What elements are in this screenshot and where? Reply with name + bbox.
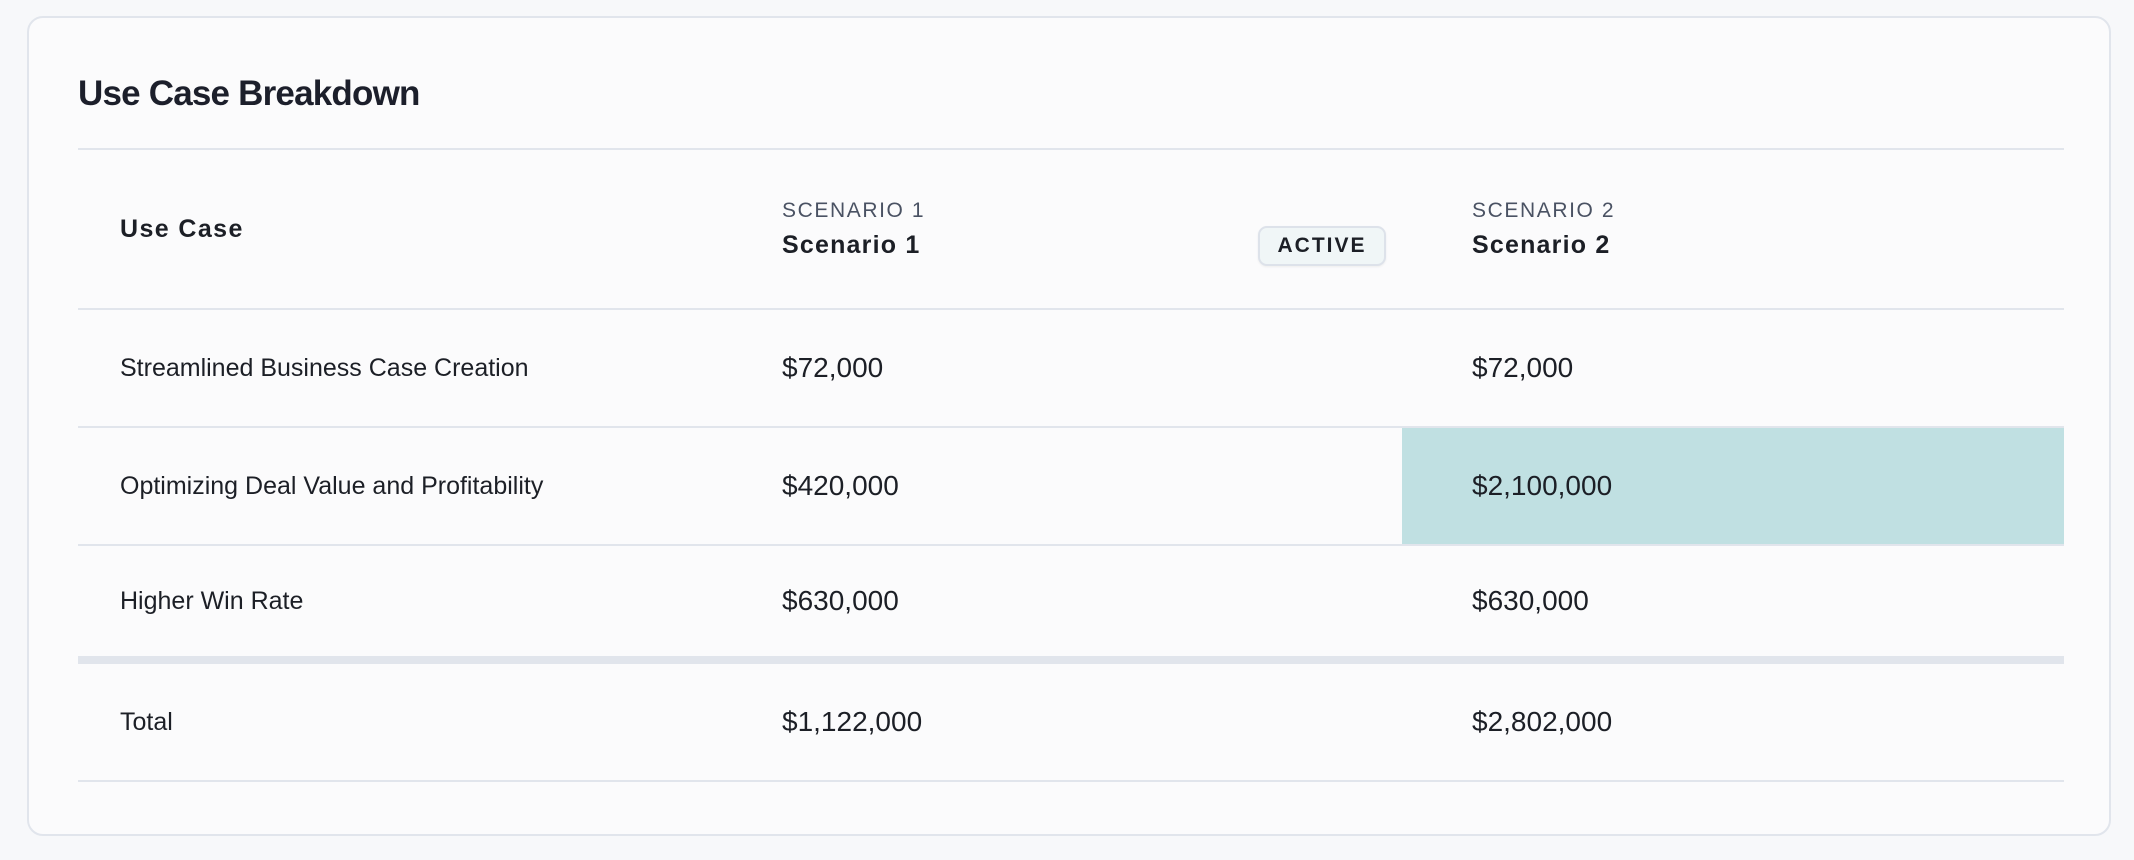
scenario-2-value-highlighted: $2,100,000 — [1472, 470, 1613, 501]
use-case-breakdown-card: Use Case Breakdown Use Case SCENARIO 1 S… — [27, 16, 2111, 836]
use-case-name: Optimizing Deal Value and Profitability — [120, 471, 544, 500]
table-row: Higher Win Rate $630,000 $630,000 — [78, 546, 2064, 664]
column-header-use-case: Use Case — [120, 214, 244, 243]
highlighted-cell-background — [1402, 428, 2064, 544]
scenario-1-value: $420,000 — [782, 470, 899, 501]
table-header-row: Use Case SCENARIO 1 Scenario 1 ACTIVE SC… — [78, 150, 2064, 310]
scenario-2-value: $630,000 — [1472, 585, 1589, 616]
scenario-1-name: Scenario 1 — [782, 230, 921, 259]
scenario-2-total: $2,802,000 — [1472, 706, 1613, 737]
title-divider — [78, 148, 2064, 150]
active-badge: ACTIVE — [1258, 226, 1386, 266]
card-title: Use Case Breakdown — [78, 74, 420, 113]
table-row: Streamlined Business Case Creation $72,0… — [78, 310, 2064, 428]
scenario-2-label: SCENARIO 2 — [1472, 198, 1616, 222]
use-case-table: Use Case SCENARIO 1 Scenario 1 ACTIVE SC… — [78, 148, 2064, 782]
scenario-1-value: $72,000 — [782, 352, 884, 383]
total-row: Total $1,122,000 $2,802,000 — [78, 664, 2064, 782]
total-label: Total — [120, 707, 173, 736]
scenario-1-label: SCENARIO 1 — [782, 198, 926, 222]
use-case-name: Streamlined Business Case Creation — [120, 353, 529, 382]
use-case-name: Higher Win Rate — [120, 586, 304, 615]
column-header-scenario-2[interactable]: SCENARIO 2 Scenario 2 — [1472, 150, 1615, 308]
scenario-2-value: $72,000 — [1472, 352, 1574, 383]
scenario-1-value: $630,000 — [782, 585, 899, 616]
column-header-scenario-1[interactable]: SCENARIO 1 Scenario 1 — [782, 150, 925, 308]
scenario-1-total: $1,122,000 — [782, 706, 923, 737]
table-row: Optimizing Deal Value and Profitability … — [78, 428, 2064, 546]
scenario-2-name: Scenario 2 — [1472, 230, 1611, 259]
